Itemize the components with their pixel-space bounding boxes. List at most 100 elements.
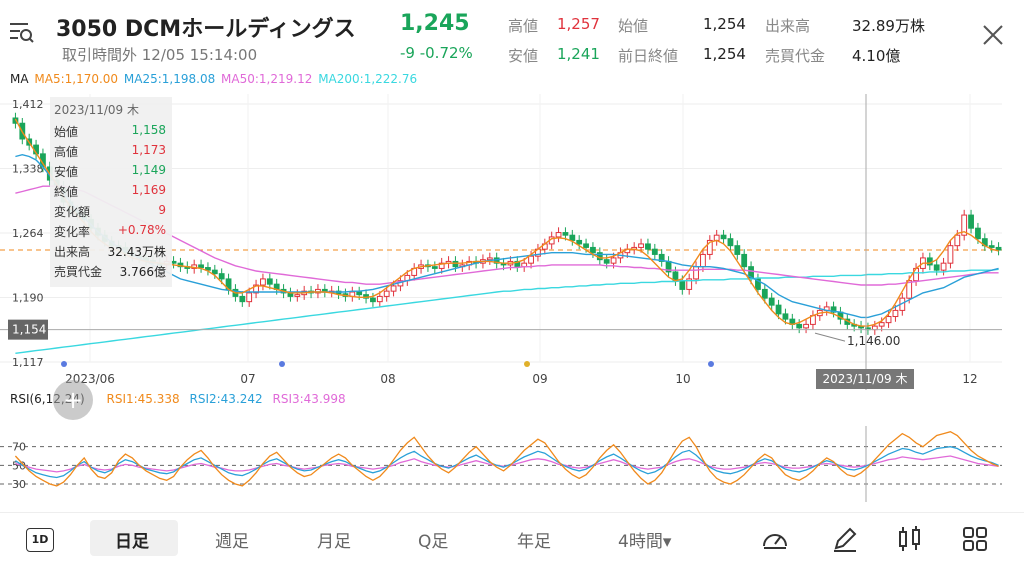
candle-body bbox=[947, 245, 954, 264]
y-tick-label: 1,412 bbox=[12, 98, 44, 111]
candle-body bbox=[830, 306, 837, 313]
ma25-legend: MA25:1,198.08 bbox=[123, 72, 216, 86]
candle-body bbox=[658, 253, 665, 262]
candle-body bbox=[995, 246, 1002, 251]
candle-body bbox=[975, 227, 981, 240]
candle-body bbox=[954, 234, 961, 247]
candle-body bbox=[205, 267, 211, 271]
tab-yearly[interactable]: 年足 bbox=[517, 532, 551, 552]
stat-value-open: 1,254 bbox=[703, 15, 746, 33]
candle-body bbox=[239, 295, 246, 303]
speedometer-icon[interactable] bbox=[760, 524, 790, 554]
event-dot bbox=[279, 361, 285, 367]
stat-label-open: 始値 bbox=[618, 17, 649, 35]
stat-value-high: 1,257 bbox=[557, 15, 600, 33]
tooltip-value-turnover: 3.766億 bbox=[119, 265, 166, 279]
candle-body bbox=[211, 269, 218, 275]
y-tick-label: 1,338 bbox=[12, 163, 44, 176]
y-tick-label: 1,264 bbox=[12, 227, 44, 240]
rsi1-legend: RSI1:45.338 bbox=[106, 392, 180, 406]
rsi1-line bbox=[14, 431, 999, 487]
stat-value-prev-close: 1,254 bbox=[703, 45, 746, 63]
candle-body bbox=[706, 239, 713, 255]
tab-4hour[interactable]: 4時間▾ bbox=[618, 532, 672, 552]
candle-body bbox=[686, 278, 693, 290]
ma50-legend: MA50:1,219.12 bbox=[221, 72, 313, 86]
ma-legend: MA MA5:1,170.00 MA25:1,198.08 MA50:1,219… bbox=[10, 72, 419, 86]
add-icon[interactable]: + bbox=[53, 380, 93, 420]
rsi-tick-label: 50 bbox=[12, 459, 26, 472]
candle-body bbox=[576, 239, 583, 245]
crosshair-price-box bbox=[8, 319, 48, 340]
tab-daily-bg[interactable] bbox=[90, 520, 178, 556]
candle-body bbox=[294, 294, 301, 297]
tooltip-label-close: 終値 bbox=[54, 185, 79, 199]
tooltip-label-volume: 出来高 bbox=[54, 245, 91, 259]
y-tick-label: 1,190 bbox=[12, 292, 44, 305]
candle-body bbox=[555, 232, 562, 238]
tooltip-value-volume: 32.43万株 bbox=[107, 245, 166, 259]
ma200-line bbox=[15, 268, 999, 354]
crosshair-price-label: 1,154 bbox=[12, 323, 46, 337]
tooltip-label-low: 安値 bbox=[54, 165, 79, 179]
ma50-line bbox=[15, 185, 999, 286]
candlestick-icon[interactable] bbox=[895, 524, 925, 554]
tooltip-label-turnover: 売買代金 bbox=[54, 265, 103, 279]
crosshair-date-label: 2023/11/09 木 bbox=[823, 372, 908, 386]
ma25-line bbox=[15, 153, 999, 319]
candle-body bbox=[603, 259, 610, 264]
pencil-icon[interactable] bbox=[830, 524, 860, 554]
stat-value-turnover: 4.10億 bbox=[852, 47, 901, 65]
stat-label-volume: 出来高 bbox=[765, 17, 811, 35]
candle-body bbox=[961, 214, 968, 236]
candle-body bbox=[775, 304, 782, 315]
event-dot bbox=[524, 361, 530, 367]
x-tick-label: 12 bbox=[962, 372, 977, 386]
candle-body bbox=[562, 232, 569, 236]
stat-label-prev-close: 前日終値 bbox=[618, 47, 679, 65]
candle-body bbox=[390, 285, 397, 292]
candle-body bbox=[768, 297, 775, 306]
tooltip-label-change-rate: 変化率 bbox=[54, 225, 91, 239]
candle-body bbox=[988, 245, 995, 248]
candle-body bbox=[246, 292, 253, 303]
tooltip-value-low: 1,149 bbox=[131, 163, 166, 177]
tooltip-value-close: 1,169 bbox=[131, 183, 166, 197]
candle-body bbox=[651, 248, 658, 255]
candle-body bbox=[727, 238, 734, 247]
candle-body bbox=[253, 284, 259, 294]
price-change: -9 -0.72% bbox=[400, 44, 473, 62]
event-dot bbox=[61, 361, 67, 367]
rsi-tick-label: 30 bbox=[12, 478, 26, 491]
tooltip-value-open: 1,158 bbox=[131, 123, 166, 137]
stat-label-low: 安値 bbox=[508, 47, 539, 65]
menu-search-icon[interactable] bbox=[8, 18, 36, 46]
tab-weekly[interactable]: 週足 bbox=[215, 532, 249, 552]
candle-body bbox=[803, 323, 809, 329]
candle-body bbox=[528, 255, 534, 264]
candle-body bbox=[486, 257, 493, 261]
candle-body bbox=[700, 253, 706, 268]
candle-body bbox=[514, 260, 521, 268]
candle-body bbox=[583, 243, 589, 248]
rsi2-line bbox=[15, 446, 999, 479]
one-day-button[interactable]: 1D bbox=[26, 528, 54, 552]
tab-quarterly[interactable]: Q足 bbox=[418, 532, 449, 552]
rsi3-legend: RSI3:43.998 bbox=[272, 392, 346, 406]
rsi-chart[interactable]: 70 50 30 bbox=[0, 426, 1024, 502]
price-chart[interactable]: 1,412 1,338 1,264 1,190 1,117 1,154 1,146.00 20… bbox=[0, 94, 1024, 390]
tab-daily[interactable]: 日足 bbox=[115, 532, 149, 552]
rsi-tick-label: 70 bbox=[12, 441, 26, 454]
close-icon[interactable] bbox=[982, 24, 1004, 46]
bottom-divider bbox=[0, 512, 1024, 513]
candle-body bbox=[590, 246, 596, 254]
ma5-line bbox=[14, 118, 999, 327]
candle-body bbox=[933, 264, 940, 271]
candle-body bbox=[892, 309, 899, 318]
grid-icon[interactable] bbox=[960, 524, 990, 554]
tooltip-label-change: 変化額 bbox=[54, 205, 91, 219]
stock-title: 3050 DCMホールディングス bbox=[56, 17, 356, 42]
tab-monthly[interactable]: 月足 bbox=[317, 532, 351, 552]
candle-body bbox=[782, 313, 789, 320]
candle-body bbox=[720, 234, 727, 240]
